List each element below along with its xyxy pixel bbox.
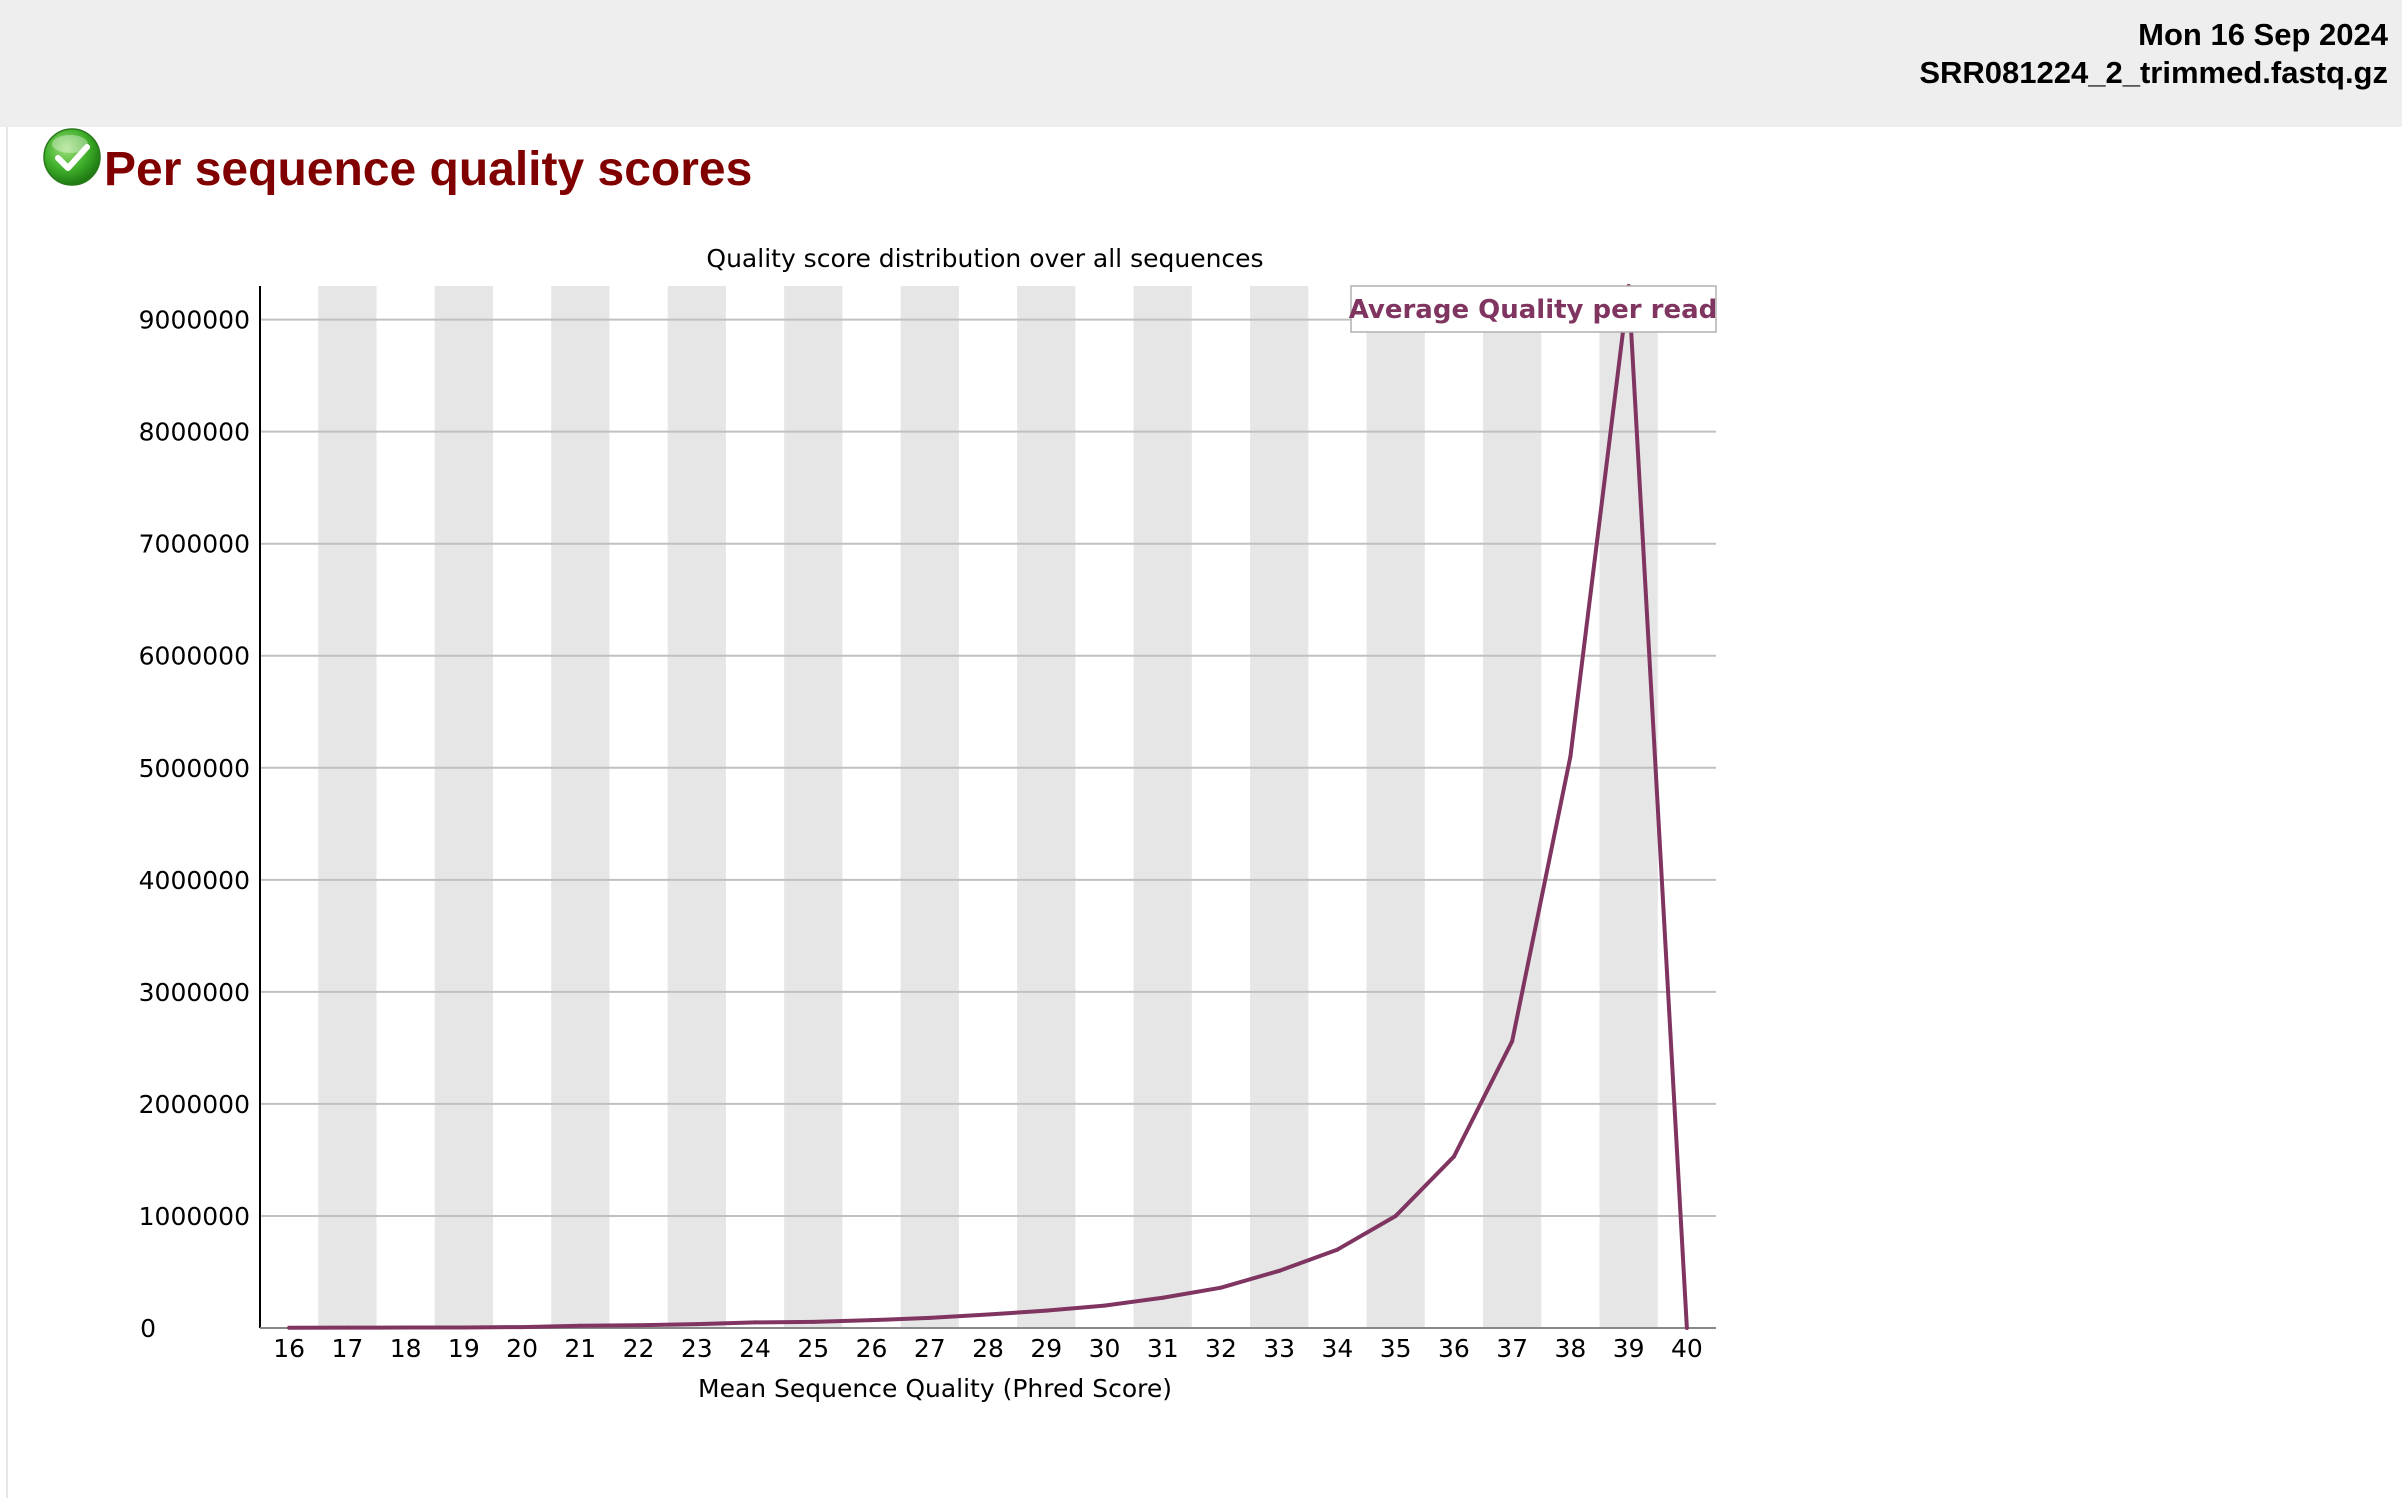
- x-axis-label: Mean Sequence Quality (Phred Score): [698, 1374, 1172, 1403]
- column-stripe: [900, 286, 959, 1328]
- data-point: [520, 1325, 525, 1330]
- report-info: Mon 16 Sep 2024 SRR081224_2_trimmed.fast…: [1919, 16, 2388, 92]
- x-tick-label: 30: [1089, 1334, 1121, 1363]
- series-lines: [287, 284, 1689, 1330]
- data-point: [461, 1325, 466, 1330]
- data-point: [694, 1322, 699, 1327]
- report-date: Mon 16 Sep 2024: [2138, 17, 2388, 52]
- column-stripe: [667, 286, 726, 1328]
- x-tick-label: 32: [1205, 1334, 1237, 1363]
- data-point: [1218, 1285, 1223, 1290]
- x-tick-label: 26: [856, 1334, 888, 1363]
- report-header: Mon 16 Sep 2024 SRR081224_2_trimmed.fast…: [0, 0, 2402, 127]
- chart-title: Quality score distribution over all sequ…: [706, 244, 1263, 273]
- x-tick-label: 28: [972, 1334, 1004, 1363]
- x-tick-label: 17: [331, 1334, 363, 1363]
- legend-box: [1350, 285, 1717, 333]
- column-stripes: [318, 286, 1658, 1328]
- series-line: [289, 284, 1689, 1330]
- column-stripe: [1133, 286, 1192, 1328]
- module-title: Per sequence quality scores: [104, 142, 753, 196]
- module-panel: [6, 127, 2402, 1498]
- x-tick-label: 25: [797, 1334, 829, 1363]
- data-point: [986, 1312, 990, 1317]
- x-tick-label: 21: [564, 1334, 596, 1363]
- legend: Average Quality per read: [1349, 285, 1718, 333]
- x-tick-label: 20: [506, 1334, 538, 1363]
- data-point: [345, 1325, 350, 1330]
- grid-lines: [260, 318, 1716, 1217]
- column-stripe: [1366, 286, 1425, 1328]
- y-tick-label: 5000000: [139, 754, 250, 783]
- data-point: [1335, 1247, 1340, 1252]
- data-point: [753, 1320, 758, 1325]
- x-tick-label: 27: [914, 1334, 946, 1363]
- column-stripe: [784, 286, 843, 1328]
- data-point: [1568, 754, 1573, 759]
- x-tick-label: 35: [1380, 1334, 1412, 1363]
- x-tick-label: 34: [1322, 1334, 1354, 1363]
- data-point: [1160, 1295, 1165, 1300]
- data-point: [811, 1319, 816, 1324]
- data-point: [927, 1315, 932, 1320]
- x-tick-label: 19: [448, 1334, 480, 1363]
- y-tick-label: 1000000: [139, 1202, 250, 1231]
- column-stripe: [318, 286, 377, 1328]
- x-tick-label: 18: [390, 1334, 422, 1363]
- data-point: [1393, 1213, 1398, 1218]
- data-point: [1277, 1268, 1282, 1273]
- data-point: [403, 1325, 408, 1330]
- y-tick-labels: 0 1000000 2000000 3000000 4000000 5000000 6000…: [139, 306, 250, 1343]
- y-tick-label: 8000000: [139, 418, 250, 447]
- column-stripe: [434, 286, 493, 1328]
- data-point: [1102, 1303, 1107, 1308]
- data-point: [869, 1318, 874, 1323]
- module-heading: Per sequence quality scores: [42, 128, 753, 200]
- x-tick-label: 24: [739, 1334, 771, 1363]
- x-tick-label: 31: [1147, 1334, 1179, 1363]
- x-tick-label: 38: [1554, 1334, 1586, 1363]
- data-point: [636, 1323, 641, 1328]
- column-stripe: [1250, 286, 1309, 1328]
- x-tick-label: 33: [1263, 1334, 1295, 1363]
- column-stripe: [1483, 286, 1542, 1328]
- data-point: [1451, 1154, 1456, 1159]
- y-tick-label: 2000000: [139, 1090, 250, 1119]
- data-point: [1510, 1039, 1515, 1044]
- pass-check-icon: [43, 128, 101, 186]
- column-stripe: [1599, 286, 1658, 1328]
- column-stripe: [1017, 286, 1076, 1328]
- y-tick-label: 6000000: [139, 642, 250, 671]
- data-point: [1044, 1308, 1049, 1313]
- legend-label: Average Quality per read: [1349, 295, 1718, 325]
- x-tick-label: 22: [623, 1334, 655, 1363]
- x-tick-label: 23: [681, 1334, 713, 1363]
- data-point: [578, 1323, 583, 1328]
- column-stripe: [551, 286, 610, 1328]
- data-point: [1684, 1326, 1689, 1330]
- x-tick-labels: 16 17 18 19 20 21 22 23 24 25 26 27 28 29 30 31 32 33 34 35…: [273, 1334, 1703, 1363]
- x-tick-label: 40: [1671, 1334, 1703, 1363]
- x-tick-label: 39: [1613, 1334, 1645, 1363]
- x-tick-label: 29: [1030, 1334, 1062, 1363]
- data-point: [287, 1325, 292, 1330]
- y-tick-label: 0: [140, 1314, 156, 1343]
- y-tick-label: 3000000: [139, 978, 250, 1007]
- y-tick-label: 7000000: [139, 530, 250, 559]
- x-tick-label: 16: [273, 1334, 305, 1363]
- x-tick-label: 36: [1438, 1334, 1470, 1363]
- report-filename: SRR081224_2_trimmed.fastq.gz: [1919, 55, 2388, 90]
- x-tick-label: 37: [1496, 1334, 1528, 1363]
- y-tick-label: 9000000: [139, 306, 250, 335]
- y-tick-label: 4000000: [139, 866, 250, 895]
